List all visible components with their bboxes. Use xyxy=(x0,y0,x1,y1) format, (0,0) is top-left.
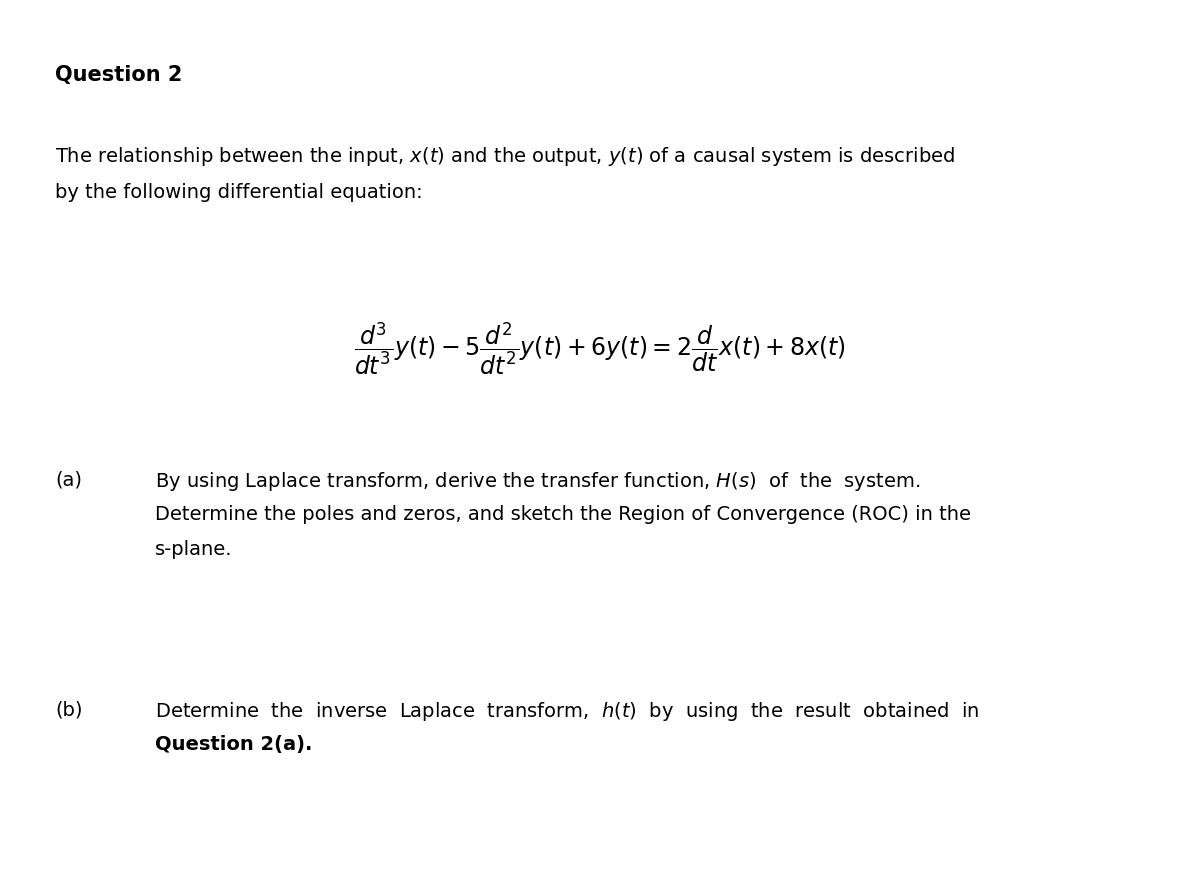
Text: Determine  the  inverse  Laplace  transform,  $h(t)$  by  using  the  result  ob: Determine the inverse Laplace transform,… xyxy=(155,700,979,723)
Text: $\dfrac{d^3}{dt^3}y(t) - 5\dfrac{d^2}{dt^2}y(t) + 6y(t) = 2\dfrac{d}{dt}x(t) + 8: $\dfrac{d^3}{dt^3}y(t) - 5\dfrac{d^2}{dt… xyxy=(354,320,846,377)
Text: (b): (b) xyxy=(55,700,83,719)
Text: Question 2(a).: Question 2(a). xyxy=(155,735,312,754)
Text: (a): (a) xyxy=(55,470,82,489)
Text: Question 2: Question 2 xyxy=(55,65,182,85)
Text: By using Laplace transform, derive the transfer function, $H(s)$  of  the  syste: By using Laplace transform, derive the t… xyxy=(155,470,920,493)
Text: s-plane.: s-plane. xyxy=(155,540,233,559)
Text: Determine the poles and zeros, and sketch the Region of Convergence (ROC) in the: Determine the poles and zeros, and sketc… xyxy=(155,505,971,524)
Text: The relationship between the input, $x(t)$ and the output, $y(t)$ of a causal sy: The relationship between the input, $x(t… xyxy=(55,145,955,168)
Text: by the following differential equation:: by the following differential equation: xyxy=(55,183,422,202)
